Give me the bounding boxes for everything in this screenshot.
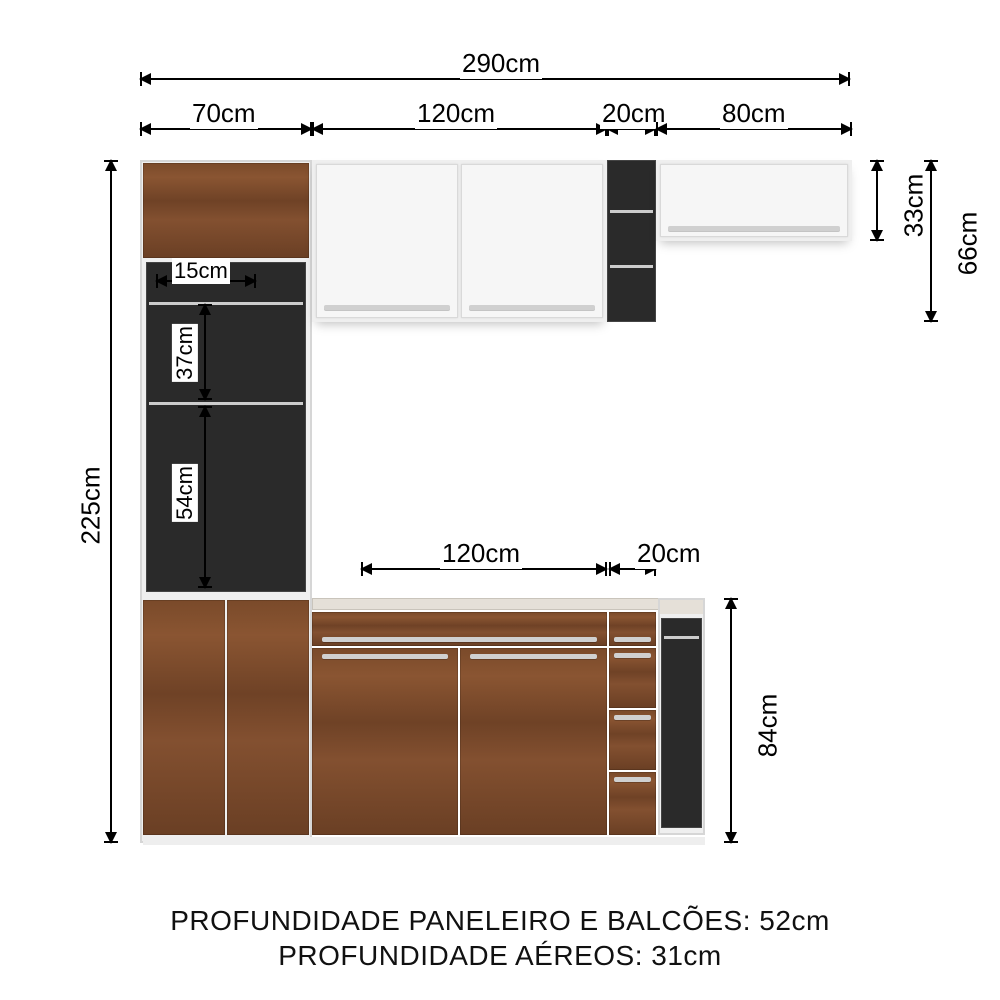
dim-84 [730, 598, 732, 843]
dim-col2-label: 120cm [415, 98, 497, 129]
dim-15-label: 15cm [172, 258, 230, 284]
dim-66 [930, 160, 932, 322]
base-center-door-r [460, 648, 607, 835]
footer-line-1: PROFUNDIDADE PANELEIRO E BALCÕES: 52cm [0, 905, 1000, 937]
base-narrow-d3 [609, 710, 656, 770]
shelf-2 [149, 402, 303, 405]
dim-54 [204, 406, 206, 588]
dim-33-label: 33cm [898, 172, 929, 240]
tall-base-door-left [143, 600, 225, 835]
base-right-niche-top [660, 600, 703, 614]
base-narrow-d2 [609, 648, 656, 708]
upper-right-door [660, 164, 848, 237]
dim-37-label: 37cm [172, 324, 198, 382]
tall-open-cavity [146, 262, 306, 592]
footer-line-2: PROFUNDIDADE AÉREOS: 31cm [0, 940, 1000, 972]
dim-225-label: 225cm [76, 464, 107, 546]
dim-84-label: 84cm [752, 692, 783, 760]
dim-col1-label: 70cm [190, 98, 258, 129]
handle [668, 226, 840, 231]
handle [322, 637, 597, 642]
upper-narrow-shelves [607, 160, 656, 322]
dim-col4-label: 80cm [720, 98, 788, 129]
dim-33 [876, 160, 878, 241]
upper-center-door-l [316, 164, 458, 318]
base-center-door-l [312, 648, 458, 835]
upper-center-door-r [461, 164, 603, 318]
handle [322, 654, 448, 659]
handle [469, 305, 595, 310]
base-narrow-d1 [609, 612, 656, 646]
countertop [312, 598, 705, 610]
base-narrow-d4 [609, 772, 656, 835]
shelf-1 [149, 302, 303, 305]
dim-base-20-label: 20cm [635, 538, 703, 569]
dim-225 [110, 160, 112, 843]
toe-kick [143, 837, 705, 845]
tall-base-door-right [227, 600, 309, 835]
dim-total-width-label: 290cm [460, 48, 542, 79]
shelf [664, 636, 699, 639]
dim-54-label: 54cm [172, 464, 198, 522]
handle [470, 654, 597, 659]
diagram-canvas: 290cm 70cm 120cm 20cm 80cm [0, 0, 1000, 1000]
handle [324, 305, 450, 310]
base-center-drawer-top [312, 612, 607, 646]
dim-37 [204, 304, 206, 400]
shelf [610, 265, 653, 268]
tall-top-door [143, 163, 309, 258]
base-right-niche [661, 618, 702, 828]
shelf [610, 210, 653, 213]
dim-base-120-label: 120cm [440, 538, 522, 569]
dim-66-label: 66cm [952, 210, 983, 278]
